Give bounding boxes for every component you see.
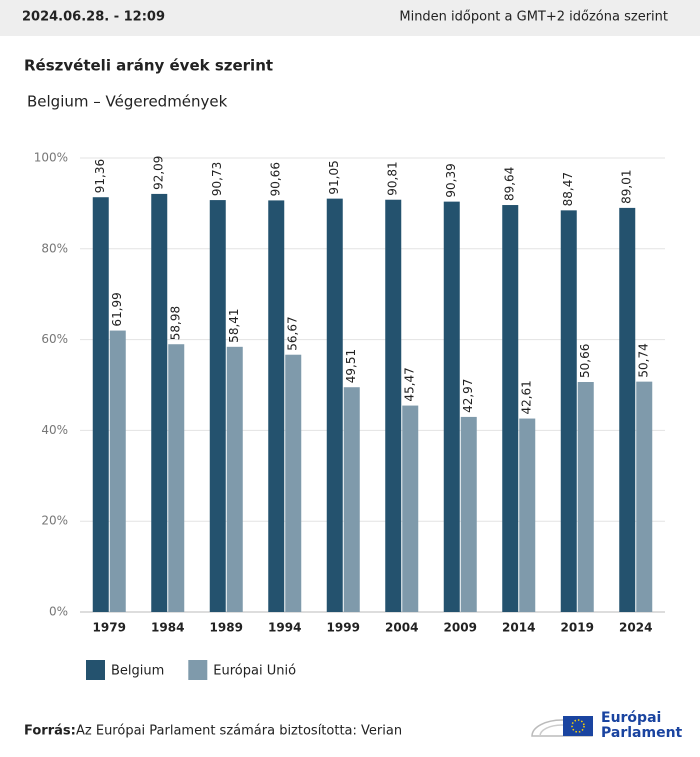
source-label: Forrás:	[24, 724, 76, 739]
legend-label: Belgium	[111, 664, 164, 679]
bar	[502, 205, 519, 612]
x-tick-label: 1979	[93, 621, 126, 635]
data-label: 61,99	[110, 292, 124, 326]
legend-swatch	[188, 660, 208, 680]
bar	[151, 193, 168, 612]
header-timezone: Minden időpont a GMT+2 időzóna szerint	[399, 10, 668, 25]
data-label: 42,61	[520, 380, 534, 414]
data-label: 58,98	[169, 306, 183, 340]
x-tick-label: 1989	[210, 621, 243, 635]
x-tick-label: 2009	[444, 621, 477, 635]
bar	[519, 418, 536, 612]
header-date: 2024.06.28. - 12:09	[22, 10, 165, 25]
logo-flag	[563, 716, 593, 736]
bar	[268, 200, 285, 612]
data-label: 45,47	[403, 367, 417, 401]
bar	[285, 354, 302, 612]
data-label: 90,73	[210, 162, 224, 196]
logo: Európai Parlament	[531, 710, 683, 741]
bar	[92, 197, 109, 613]
bar	[402, 405, 419, 612]
x-tick-label: 1984	[151, 621, 184, 635]
y-tick-label: 60%	[41, 332, 68, 346]
y-tick-label: 20%	[41, 514, 68, 528]
header-bar	[0, 0, 700, 36]
y-tick-label: 100%	[34, 151, 68, 165]
bar	[226, 346, 243, 612]
legend-label: Európai Unió	[213, 664, 296, 679]
bar	[619, 207, 636, 613]
data-label: 88,47	[561, 172, 575, 206]
bar	[168, 344, 185, 612]
bar	[560, 210, 577, 613]
x-tick-label: 2004	[385, 621, 418, 635]
data-label: 91,36	[93, 159, 107, 193]
bar	[385, 199, 402, 612]
x-tick-label: 1994	[268, 621, 301, 635]
data-label: 49,51	[344, 349, 358, 383]
data-label: 50,66	[578, 344, 592, 378]
chart-subtitle: Belgium – Végeredmények	[27, 93, 228, 111]
data-label: 90,39	[444, 163, 458, 197]
bar	[636, 381, 653, 612]
data-label: 90,81	[386, 161, 400, 195]
data-label: 89,01	[620, 170, 634, 204]
data-label: 50,74	[637, 343, 651, 377]
y-tick-label: 40%	[41, 423, 68, 437]
data-label: 92,09	[152, 156, 166, 190]
source: Az Európai Parlament számára biztosított…	[76, 724, 402, 739]
bar	[326, 198, 343, 612]
y-tick-label: 80%	[41, 241, 68, 255]
x-tick-label: 2019	[561, 621, 594, 635]
x-tick-label: 2014	[502, 621, 535, 635]
data-label: 42,97	[461, 379, 475, 413]
data-label: 89,64	[503, 167, 517, 201]
x-tick-label: 2024	[619, 621, 652, 635]
logo-text: Európai	[601, 710, 661, 726]
chart-title: Részvételi arány évek szerint	[24, 57, 273, 75]
x-tick-label: 1999	[327, 621, 360, 635]
logo-text: Parlament	[601, 725, 683, 741]
data-label: 58,41	[227, 308, 241, 342]
bar	[577, 382, 594, 612]
data-label: 91,05	[327, 160, 341, 194]
bar	[343, 387, 360, 612]
y-tick-label: 0%	[49, 605, 68, 619]
bar	[443, 201, 460, 612]
data-label: 56,67	[286, 316, 300, 350]
bar	[109, 330, 126, 612]
logo-stars	[571, 719, 585, 733]
bar	[460, 416, 477, 612]
bar	[209, 200, 226, 612]
legend-swatch	[86, 660, 105, 680]
data-label: 90,66	[269, 162, 283, 196]
